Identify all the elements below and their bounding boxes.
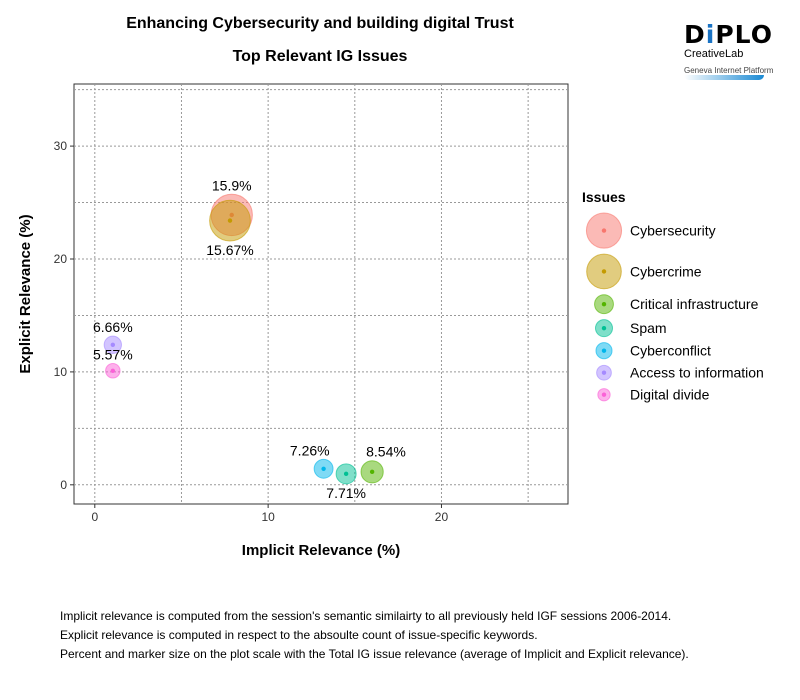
x-axis-label: Implicit Relevance (%)	[242, 542, 400, 559]
y-tick-label: 20	[54, 252, 68, 266]
bubble-center	[110, 368, 116, 373]
y-tick-label: 10	[54, 365, 68, 379]
footnotes: Implicit relevance is computed from the …	[60, 607, 689, 664]
y-tick-label: 0	[60, 478, 67, 492]
legend-key-center	[601, 325, 607, 331]
data-label: 6.66%	[93, 319, 133, 335]
legend-key-center	[601, 392, 607, 397]
legend-label: Digital divide	[630, 387, 710, 403]
x-tick-label: 0	[91, 510, 98, 524]
scatter-plot: 0 10 20 0 10 20 30 Implicit Relevance (%) Explic…	[17, 83, 764, 559]
footnote: Implicit relevance is computed from the …	[60, 609, 672, 623]
legend-key-center	[601, 269, 607, 274]
legend-key-center	[601, 348, 607, 353]
legend-label: Cyberconflict	[630, 343, 711, 359]
legend-key-center	[601, 228, 607, 233]
data-label: 5.57%	[93, 347, 133, 363]
bubble-center	[227, 218, 233, 223]
data-label: 7.71%	[326, 485, 366, 501]
chart-subtitle: Top Relevant IG Issues	[232, 48, 408, 65]
data-label: 7.26%	[290, 442, 330, 458]
legend-label: Cybersecurity	[630, 223, 716, 239]
chart-title: Enhancing Cybersecurity and building dig…	[126, 15, 514, 32]
legend-title: Issues	[582, 189, 626, 205]
diplo-logo: DiPLO CreativeLab Geneva Internet Platfo…	[684, 22, 774, 80]
data-label: 8.54%	[366, 444, 406, 460]
legend-label: Spam	[630, 320, 667, 336]
bubble-center	[369, 469, 375, 475]
y-tick-label: 30	[54, 139, 68, 153]
x-tick-label: 20	[435, 510, 449, 524]
legend-label: Critical infrastructure	[630, 296, 759, 312]
bubble-center	[321, 466, 326, 471]
plot-panel	[73, 83, 569, 505]
footnote: Explicit relevance is computed in respec…	[60, 628, 538, 642]
legend-label: Cybercrime	[630, 263, 702, 279]
data-label: 15.67%	[206, 242, 253, 258]
footnote: Percent and marker size on the plot scal…	[60, 647, 689, 661]
legend-key-center	[601, 370, 607, 375]
data-label: 15.9%	[212, 177, 252, 193]
legend-label: Access to information	[630, 365, 764, 381]
x-tick-label: 10	[261, 510, 275, 524]
y-axis-label: Explicit Relevance (%)	[17, 214, 34, 373]
bubble-center	[110, 342, 116, 348]
legend-key-center	[601, 302, 607, 307]
bubble-center	[343, 471, 349, 477]
